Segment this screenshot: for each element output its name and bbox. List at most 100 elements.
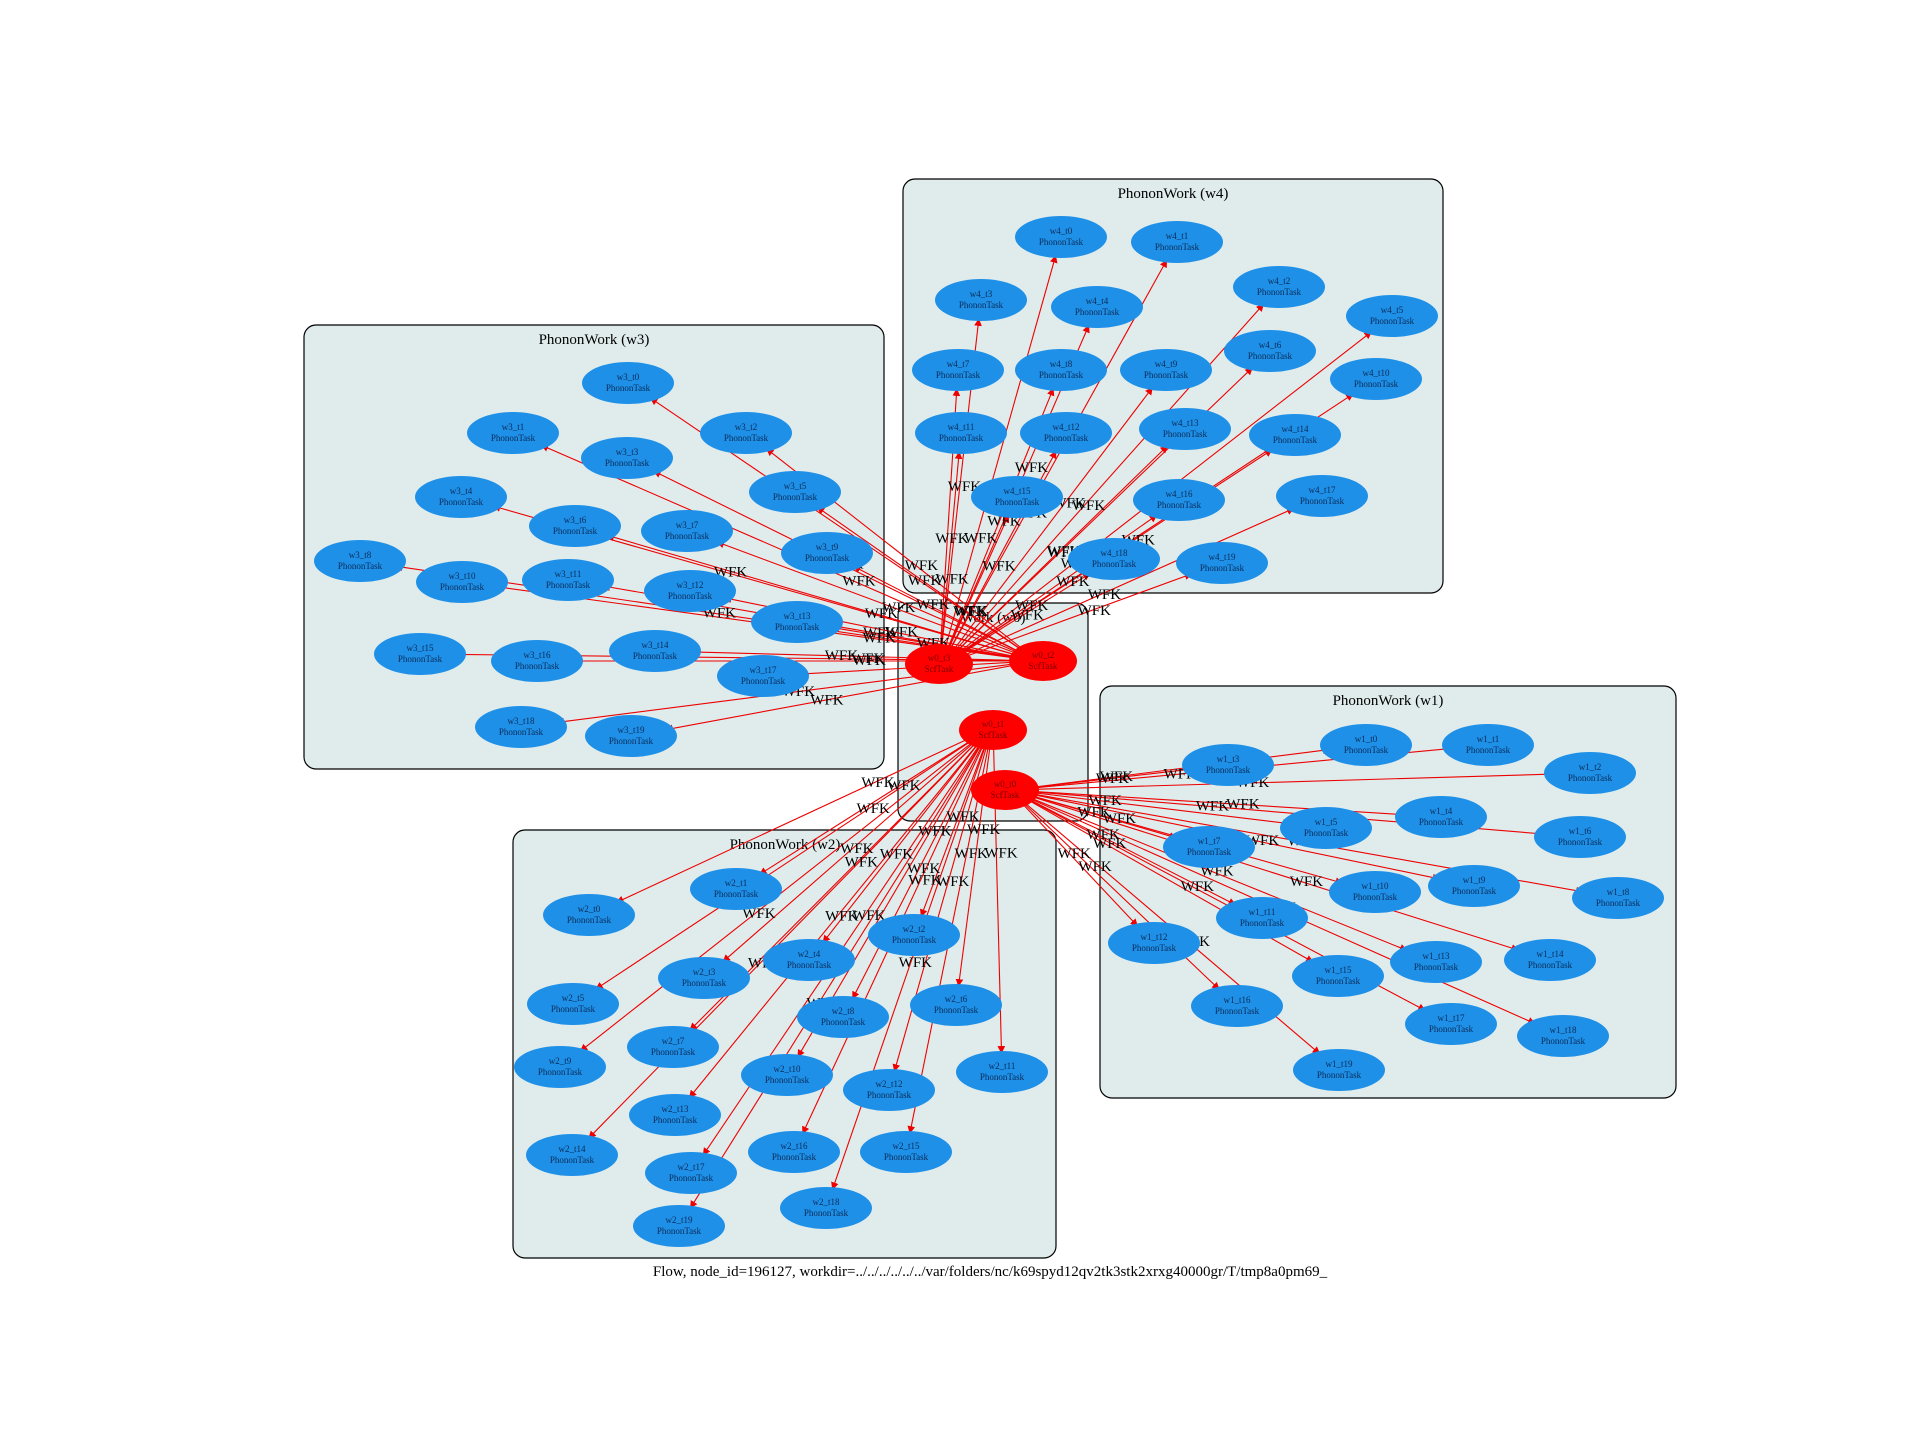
edge-w4_t15: [947, 514, 1010, 650]
node-kind: ScfTask: [979, 730, 1008, 740]
edge-label-w4_t10: WFK: [1056, 574, 1090, 590]
edge-label-w1_t16: WFK: [1078, 859, 1112, 875]
node-kind: PhononTask: [1206, 765, 1251, 775]
node-kind: PhononTask: [1317, 1070, 1362, 1080]
node-shape: [1442, 724, 1534, 766]
node-kind: PhononTask: [980, 1072, 1025, 1082]
node-kind: PhononTask: [892, 935, 937, 945]
node-kind: PhononTask: [1240, 918, 1285, 928]
node-kind: PhononTask: [934, 1005, 979, 1015]
edge-label-w3_t7: WFK: [882, 600, 916, 616]
node-name: w2_t14: [559, 1144, 587, 1154]
edge-label-w2_t0: WFK: [861, 775, 895, 791]
node-shape: [581, 437, 673, 479]
node-name: w2_t7: [662, 1036, 685, 1046]
